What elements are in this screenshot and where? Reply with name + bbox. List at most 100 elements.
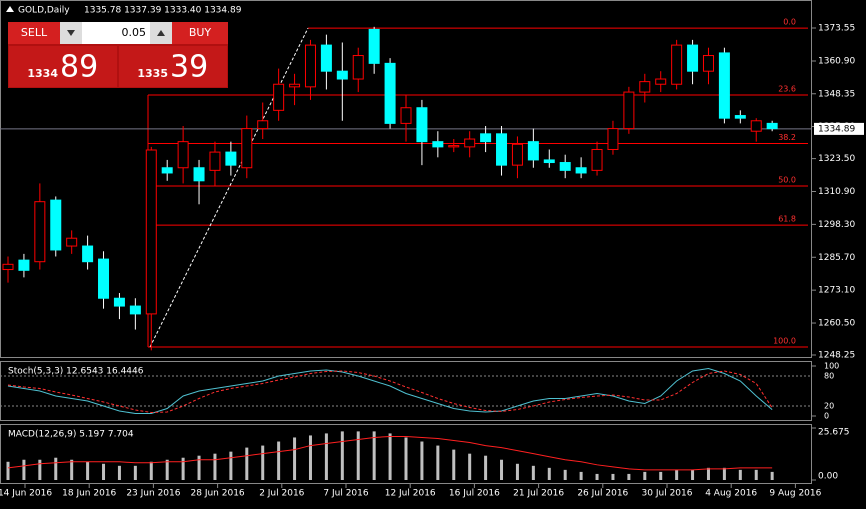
macd-bar xyxy=(165,459,169,480)
macd-bar xyxy=(579,471,583,480)
ask-box[interactable] xyxy=(119,46,227,87)
fib-label: 61.8 xyxy=(778,215,796,224)
candle-body xyxy=(304,44,316,88)
candle-body xyxy=(607,128,619,150)
candle-body xyxy=(98,258,110,299)
candle-body xyxy=(113,297,125,307)
macd-bar xyxy=(133,465,137,480)
candle-body xyxy=(591,148,603,171)
macd-bar xyxy=(515,463,519,480)
fib-label: 100.0 xyxy=(773,337,796,346)
candle-body xyxy=(702,55,714,72)
macd-bar xyxy=(102,463,106,480)
macd-bar xyxy=(531,465,535,480)
stoch-frame xyxy=(0,361,812,421)
stoch-main xyxy=(7,367,773,414)
macd-bar xyxy=(611,473,615,480)
x-tick-label: 4 Aug 2016 xyxy=(705,489,757,499)
macd-bar xyxy=(54,457,58,480)
x-tick-label: 16 Jul 2016 xyxy=(449,489,500,499)
candle-body xyxy=(766,122,778,130)
macd-bar xyxy=(754,469,758,480)
candle-body xyxy=(66,237,78,247)
down-arrow xyxy=(67,30,75,36)
ask-small: 39 xyxy=(170,50,208,85)
macd-bar xyxy=(277,441,281,480)
fib-label: 23.6 xyxy=(778,84,796,93)
x-tick-label: 7 Jul 2016 xyxy=(323,489,368,499)
candle-body xyxy=(352,55,364,80)
macd-bar xyxy=(22,459,26,480)
bid-box[interactable] xyxy=(9,46,117,87)
macd-bar xyxy=(436,445,440,480)
stoch-signal xyxy=(7,370,773,414)
macd-bar xyxy=(372,431,376,480)
macd-bar xyxy=(770,471,774,480)
symbol: GOLD,Daily xyxy=(18,6,70,16)
bid-small: 89 xyxy=(60,50,98,85)
macd-bar xyxy=(627,473,631,480)
candle-body xyxy=(209,151,221,171)
candle-body xyxy=(177,141,189,169)
candle-body xyxy=(511,143,523,166)
candle-body xyxy=(750,120,762,132)
fib-label: 0.0 xyxy=(783,18,796,27)
macd-bar xyxy=(213,453,217,480)
lot-input[interactable] xyxy=(60,22,172,44)
macd-bar xyxy=(340,431,344,480)
candle-body xyxy=(336,70,348,80)
candle-body xyxy=(2,263,14,271)
y-tick-label: 1298.30 xyxy=(818,220,855,230)
y-tick-label: 1310.90 xyxy=(818,187,855,197)
macd-bar xyxy=(388,433,392,480)
candle-body xyxy=(82,245,94,263)
x-tick-label: 14 Jun 2016 xyxy=(0,489,52,499)
macd-bar xyxy=(691,469,695,480)
candle-body xyxy=(559,162,571,171)
candle-body xyxy=(718,52,730,119)
candle-body xyxy=(384,62,396,124)
candle-body xyxy=(623,91,635,130)
macd-bar xyxy=(404,437,408,480)
macd-bar xyxy=(38,459,42,480)
candle-body xyxy=(225,151,237,166)
buy-button[interactable] xyxy=(172,22,228,44)
macd-bar xyxy=(500,459,504,480)
macd-bar xyxy=(308,435,312,480)
macd-bar xyxy=(149,461,153,480)
candle-body xyxy=(34,201,46,263)
current-price-box xyxy=(814,122,864,135)
y-tick-label: 1273.10 xyxy=(818,286,855,296)
candle-body xyxy=(687,44,699,72)
candle-body xyxy=(480,133,492,143)
candle-body xyxy=(161,167,173,174)
macd-bar xyxy=(293,437,297,480)
macd-label: MACD(12,26,9) 5.197 7.704 xyxy=(8,430,134,440)
macd-frame xyxy=(0,424,812,484)
lot-value: 0.05 xyxy=(122,26,147,39)
candle-body xyxy=(639,81,651,93)
macd-tick-label: 25.675 xyxy=(818,428,850,438)
macd-bar xyxy=(197,455,201,480)
x-tick-label: 2 Jul 2016 xyxy=(259,489,304,499)
sell-button[interactable] xyxy=(8,22,60,44)
candle-body xyxy=(193,167,205,182)
x-tick-label: 12 Jul 2016 xyxy=(385,489,436,499)
buy-label: BUY xyxy=(189,26,212,39)
candle-body xyxy=(464,138,476,148)
x-tick-label: 21 Jul 2016 xyxy=(513,489,564,499)
candle-body xyxy=(145,149,157,315)
candle-body xyxy=(257,120,269,130)
macd-bar xyxy=(722,467,726,480)
stoch-tick-label: 100 xyxy=(824,362,839,371)
candle-body xyxy=(734,115,746,119)
macd-bar xyxy=(675,469,679,480)
collapse-icon[interactable] xyxy=(6,6,14,12)
macd-bar xyxy=(70,459,74,480)
macd-bar xyxy=(563,469,567,480)
macd-bar xyxy=(261,445,265,480)
candle-body xyxy=(432,141,444,148)
candle-body xyxy=(655,78,667,85)
macd-bar xyxy=(356,431,360,480)
macd-bar xyxy=(452,449,456,480)
